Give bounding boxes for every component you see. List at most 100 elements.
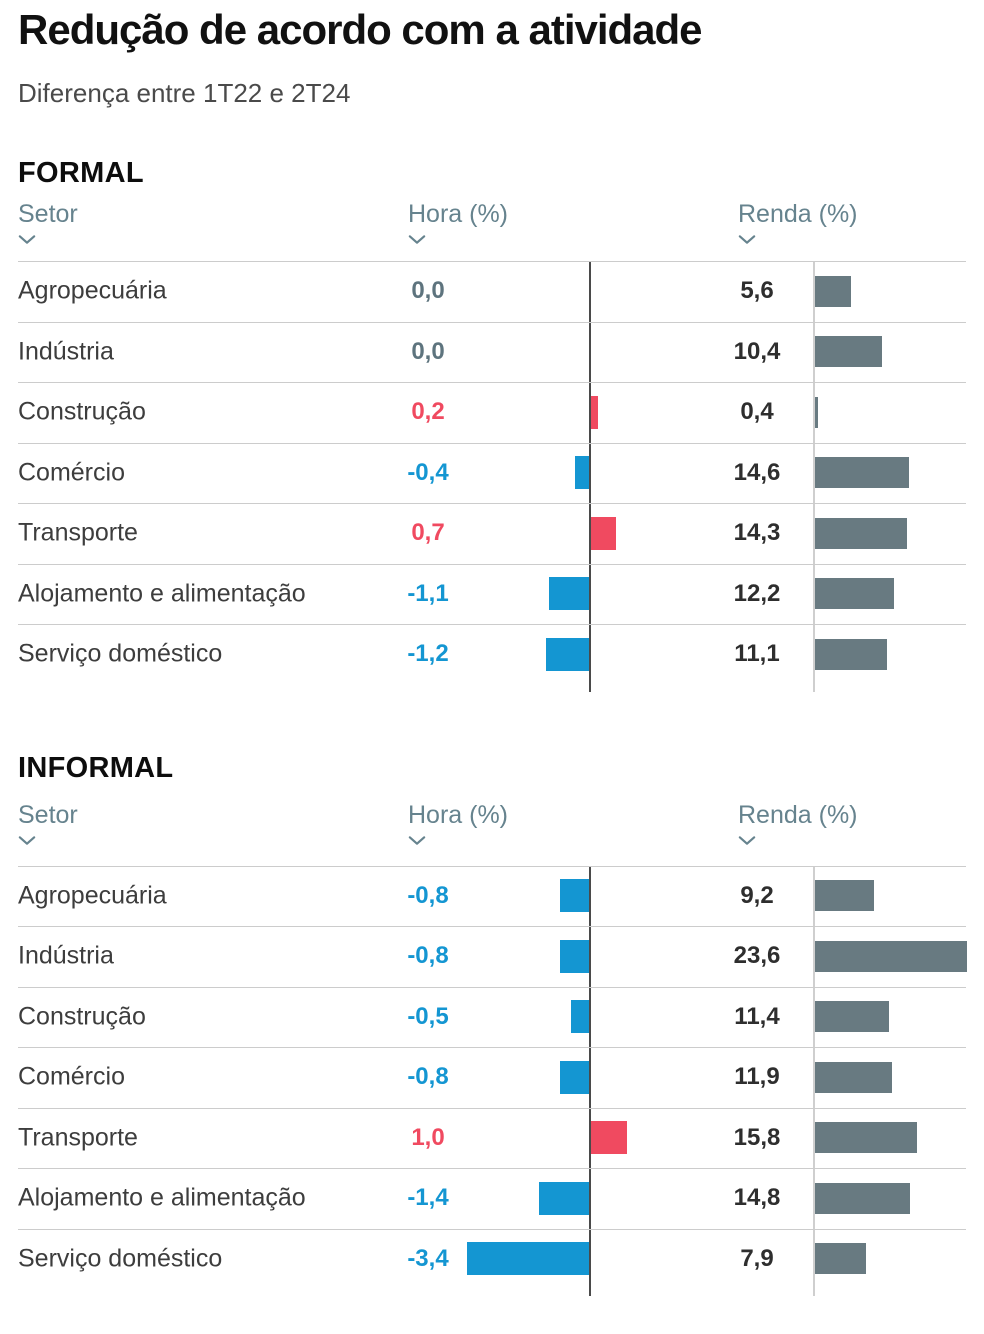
hours-axis-line <box>589 261 591 692</box>
income-value: 14,8 <box>733 1184 781 1212</box>
table-row: Indústria -0,8 23,6 <box>0 926 984 987</box>
table-row: Alojamento e alimentação -1,4 14,8 <box>0 1168 984 1229</box>
income-bar <box>815 1001 889 1032</box>
sector-label: Construção <box>18 1002 146 1031</box>
table-row: Agropecuária -0,8 9,2 <box>0 865 984 927</box>
income-bar <box>815 517 908 549</box>
hours-bar <box>560 1060 589 1094</box>
table-row: Comércio -0,8 11,9 <box>0 1047 984 1108</box>
column-header-sector: Setor <box>18 200 78 228</box>
hours-value: 0,2 <box>411 398 445 426</box>
hours-value: -0,8 <box>407 942 449 970</box>
income-value: 0,4 <box>740 398 774 426</box>
section-title: FORMAL <box>18 157 144 189</box>
income-bar <box>815 1122 917 1153</box>
row-divider <box>18 261 966 262</box>
income-bar <box>815 578 894 609</box>
sector-label: Alojamento e alimentação <box>18 1183 306 1212</box>
hours-bar <box>591 516 617 550</box>
sector-label: Indústria <box>18 337 114 366</box>
income-bar <box>815 1061 892 1093</box>
section-formal: FORMAL Setor Hora (%) Renda (%) Agropecu… <box>0 155 984 700</box>
row-divider <box>18 986 966 988</box>
sector-label: Comércio <box>18 1062 125 1091</box>
income-bar <box>815 1182 911 1214</box>
informal-table: Agropecuária -0,8 9,2 Indústria -0,8 23,… <box>0 865 984 1296</box>
hours-bar <box>560 939 589 973</box>
sector-label: Serviço doméstico <box>18 639 223 668</box>
row-divider <box>18 1228 966 1230</box>
hours-bar <box>591 1121 627 1154</box>
income-bar <box>815 396 818 428</box>
column-header-hours: Hora (%) <box>408 801 509 829</box>
income-axis-line <box>813 261 815 692</box>
page-title: Redução de acordo com a atividade <box>18 6 703 53</box>
hours-value: -1,1 <box>407 579 449 607</box>
table-row: Comércio -0,4 14,6 <box>0 442 984 504</box>
row-divider <box>18 1168 966 1169</box>
income-bar <box>815 940 968 972</box>
sector-label: Agropecuária <box>18 276 167 305</box>
income-bar <box>815 880 875 911</box>
table-row: Serviço doméstico -1,2 11,1 <box>0 624 984 685</box>
chevron-down-icon <box>408 836 426 845</box>
column-header-hours: Hora (%) <box>408 200 509 228</box>
hours-value: -0,4 <box>407 458 449 486</box>
hours-value: 0,0 <box>411 337 445 365</box>
row-divider <box>18 624 966 625</box>
income-value: 11,9 <box>734 1063 780 1091</box>
sector-label: Construção <box>18 397 146 426</box>
hours-value: -0,8 <box>407 1063 449 1091</box>
hours-bar <box>538 1181 589 1215</box>
sector-label: Alojamento e alimentação <box>18 579 306 608</box>
hours-value: -0,8 <box>407 881 449 909</box>
sector-label: Transporte <box>18 518 138 547</box>
chevron-down-icon <box>738 836 756 845</box>
chevron-down-icon <box>18 235 36 244</box>
table-row: Agropecuária 0,0 5,6 <box>0 261 984 322</box>
table-row: Construção -0,5 11,4 <box>0 986 984 1048</box>
sector-label: Transporte <box>18 1123 138 1152</box>
hours-bar <box>591 395 599 429</box>
table-row: Serviço doméstico -3,4 7,9 <box>0 1228 984 1290</box>
income-value: 12,2 <box>733 579 781 607</box>
table-row: Transporte 1,0 15,8 <box>0 1107 984 1169</box>
sector-label: Comércio <box>18 458 125 487</box>
income-value: 7,9 <box>740 1244 774 1272</box>
income-bar <box>815 638 887 670</box>
chevron-down-icon <box>738 235 756 244</box>
income-value: 11,4 <box>734 1002 780 1030</box>
hours-value: -3,4 <box>407 1244 449 1272</box>
hours-bar <box>571 1000 589 1033</box>
row-divider <box>18 563 966 565</box>
section-title: INFORMAL <box>18 752 174 784</box>
row-divider <box>18 865 966 867</box>
sector-label: Agropecuária <box>18 881 167 910</box>
income-axis-line <box>813 865 815 1296</box>
table-row: Alojamento e alimentação -1,1 12,2 <box>0 563 984 625</box>
chevron-down-icon <box>18 836 36 845</box>
income-value: 15,8 <box>733 1123 781 1151</box>
hours-bar <box>549 577 589 610</box>
chevron-down-icon <box>408 235 426 244</box>
income-value: 11,1 <box>734 640 780 668</box>
sector-label: Serviço doméstico <box>18 1244 223 1273</box>
income-value: 10,4 <box>733 337 781 365</box>
hours-value: 0,7 <box>411 519 445 547</box>
income-bar <box>815 275 852 307</box>
hours-value: -1,4 <box>407 1184 449 1212</box>
formal-table: Agropecuária 0,0 5,6 Indústria 0,0 10,4 … <box>0 261 984 692</box>
table-row: Construção 0,2 0,4 <box>0 382 984 443</box>
income-value: 5,6 <box>740 277 774 305</box>
column-header-income: Renda (%) <box>738 801 858 829</box>
row-divider <box>18 926 966 927</box>
income-value: 14,3 <box>733 519 781 547</box>
table-row: Transporte 0,7 14,3 <box>0 503 984 564</box>
hours-bar <box>545 637 589 671</box>
hours-bar <box>560 879 589 912</box>
sector-label: Indústria <box>18 941 114 970</box>
row-divider <box>18 382 966 383</box>
income-value: 23,6 <box>733 942 781 970</box>
income-bar <box>815 336 883 367</box>
section-informal: INFORMAL Setor Hora (%) Renda (%) Agrope… <box>0 750 984 1306</box>
